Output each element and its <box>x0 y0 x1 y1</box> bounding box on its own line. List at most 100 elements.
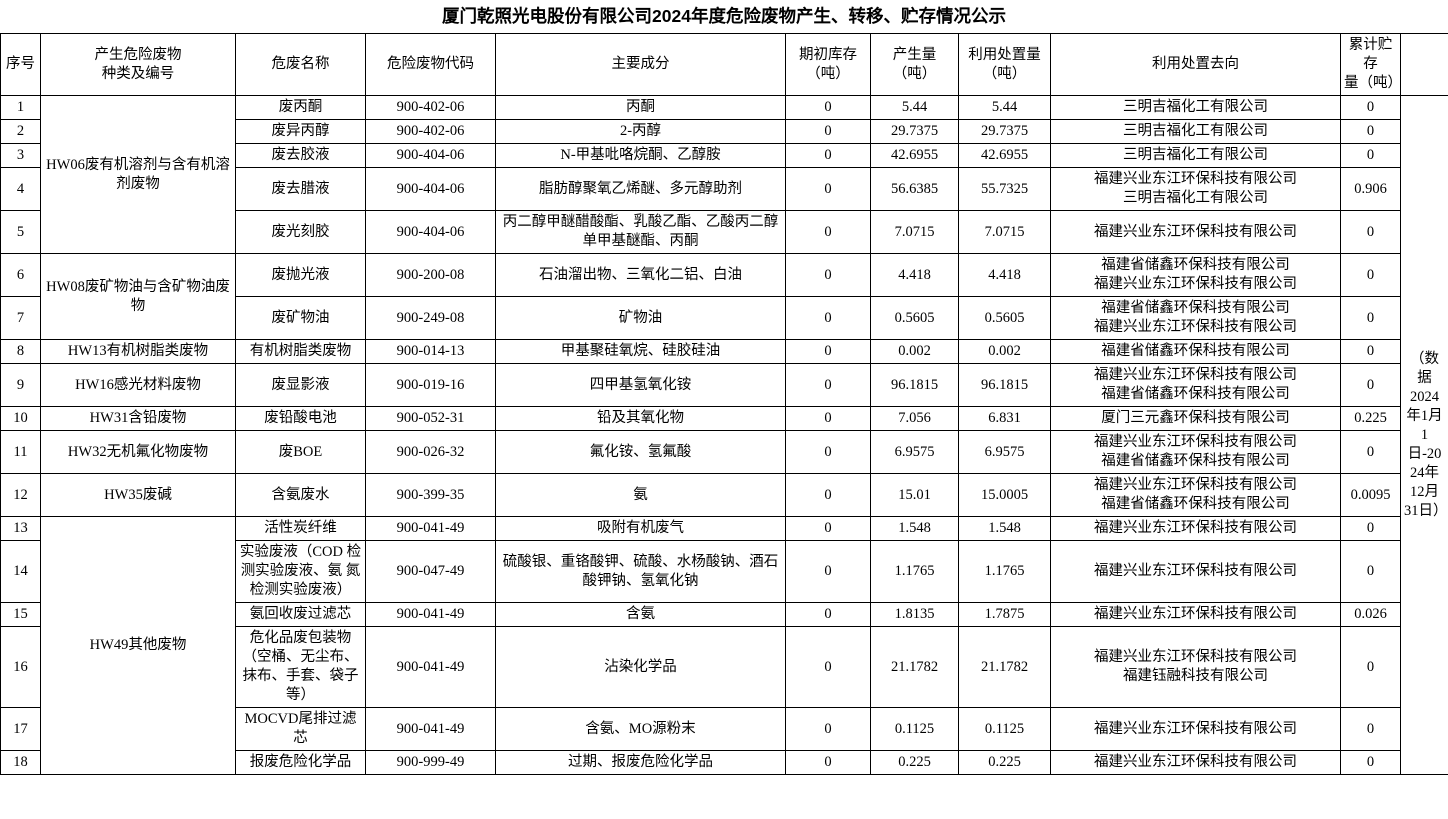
cell-main-component: 氟化铵、氢氟酸 <box>495 430 786 474</box>
cell-main-component: 氨 <box>495 473 786 517</box>
cell-waste-name: 氨回收废过滤芯 <box>235 602 366 627</box>
cell-utilized-disposed: 6.9575 <box>958 430 1051 474</box>
cell-index: 16 <box>0 626 41 708</box>
cell-utilized-disposed: 42.6955 <box>958 143 1051 168</box>
cell-main-component: 铅及其氧化物 <box>495 406 786 431</box>
cell-opening-stock: 0 <box>785 143 871 168</box>
cell-index: 18 <box>0 750 41 775</box>
cell-utilized-disposed: 6.831 <box>958 406 1051 431</box>
table-row: 7 废矿物油 900-249-08 矿物油 0 0.5605 0.5605 福建省储鑫环保科技… <box>0 296 1448 340</box>
column-header-index: 序号 <box>0 33 41 96</box>
cell-generated: 7.0715 <box>870 210 959 254</box>
cell-cumulative-storage: 0 <box>1340 210 1401 254</box>
cell-opening-stock: 0 <box>785 540 871 603</box>
cell-cumulative-storage: 0 <box>1340 253 1401 297</box>
table-row: 10 HW31含铅废物 废铅酸电池 900-052-31 铅及其氧化物 0 7.056 6.8… <box>0 406 1448 431</box>
cell-cumulative-storage: 0 <box>1340 750 1401 775</box>
cell-opening-stock: 0 <box>785 602 871 627</box>
cell-utilized-disposed: 1.548 <box>958 516 1051 541</box>
cell-opening-stock: 0 <box>785 253 871 297</box>
cell-waste-code: 900-041-49 <box>365 602 496 627</box>
table-body: 1 HW06废有机溶剂与含有机溶剂废物 废丙酮 900-402-06 丙酮 0 5.44 5.… <box>0 95 1448 775</box>
cell-waste-code: 900-200-08 <box>365 253 496 297</box>
table-row: 14 实验废液（COD 检测实验废液、氨 氮检测实验废液） 900-047-49 硫酸… <box>0 540 1448 603</box>
cell-opening-stock: 0 <box>785 707 871 751</box>
table-row: 1 HW06废有机溶剂与含有机溶剂废物 废丙酮 900-402-06 丙酮 0 5.44 5.… <box>0 95 1448 775</box>
cell-opening-stock: 0 <box>785 473 871 517</box>
cell-waste-name: 废光刻胶 <box>235 210 366 254</box>
cell-waste-code: 900-041-49 <box>365 707 496 751</box>
cell-waste-name: 活性炭纤维 <box>235 516 366 541</box>
cell-destination: 福建省储鑫环保科技有限公司 福建兴业东江环保科技有限公司 <box>1050 296 1341 340</box>
cell-main-component: 含氨 <box>495 602 786 627</box>
table-row: 16 危化品废包装物（空桶、无尘布、抹布、手套、袋子等） 900-041-49 沾染化… <box>0 626 1448 708</box>
cell-waste-name: 废矿物油 <box>235 296 366 340</box>
cell-category: HW08废矿物油与含矿物油废物 <box>40 253 236 340</box>
table-row: 15 氨回收废过滤芯 900-041-49 含氨 0 1.8135 1.7875 福建兴业东江… <box>0 602 1448 627</box>
cell-cumulative-storage: 0 <box>1340 143 1401 168</box>
cell-opening-stock: 0 <box>785 516 871 541</box>
cell-generated: 56.6385 <box>870 167 959 211</box>
cell-generated: 0.5605 <box>870 296 959 340</box>
cell-opening-stock: 0 <box>785 750 871 775</box>
cell-index: 14 <box>0 540 41 603</box>
cell-generated: 1.1765 <box>870 540 959 603</box>
cell-opening-stock: 0 <box>785 406 871 431</box>
cell-destination: 福建兴业东江环保科技有限公司 <box>1050 516 1341 541</box>
cell-category: HW32无机氟化物废物 <box>40 430 236 474</box>
column-header-destination: 利用处置去向 <box>1050 33 1341 96</box>
cell-cumulative-storage: 0 <box>1340 707 1401 751</box>
cell-utilized-disposed: 21.1782 <box>958 626 1051 708</box>
cell-waste-code: 900-404-06 <box>365 167 496 211</box>
cell-destination: 福建兴业东江环保科技有限公司 <box>1050 707 1341 751</box>
cell-main-component: 过期、报废危险化学品 <box>495 750 786 775</box>
cell-waste-name: 危化品废包装物（空桶、无尘布、抹布、手套、袋子等） <box>235 626 366 708</box>
cell-utilized-disposed: 0.5605 <box>958 296 1051 340</box>
cell-index: 6 <box>0 253 41 297</box>
cell-main-component: 甲基聚硅氧烷、硅胶硅油 <box>495 339 786 364</box>
column-header-utilized-disposed: 利用处置量 （吨） <box>958 33 1051 96</box>
cell-cumulative-storage: 0 <box>1340 430 1401 474</box>
cell-waste-code: 900-249-08 <box>365 296 496 340</box>
cell-main-component: 矿物油 <box>495 296 786 340</box>
cell-destination: 福建兴业东江环保科技有限公司 <box>1050 210 1341 254</box>
cell-destination: 三明吉福化工有限公司 <box>1050 119 1341 144</box>
table-row: 8 HW13有机树脂类废物 有机树脂类废物 900-014-13 甲基聚硅氧烷、硅胶硅油… <box>0 339 1448 364</box>
cell-destination: 福建兴业东江环保科技有限公司 <box>1050 602 1341 627</box>
cell-index: 10 <box>0 406 41 431</box>
column-header-cumulative-storage: 累计贮存 量（吨） <box>1340 33 1401 96</box>
cell-cumulative-storage: 0 <box>1340 516 1401 541</box>
cell-main-component: N-甲基吡咯烷酮、乙醇胺 <box>495 143 786 168</box>
cell-generated: 15.01 <box>870 473 959 517</box>
column-header-main-component: 主要成分 <box>495 33 786 96</box>
cell-waste-code: 900-014-13 <box>365 339 496 364</box>
cell-main-component: 石油溜出物、三氧化二铝、白油 <box>495 253 786 297</box>
cell-waste-name: 实验废液（COD 检测实验废液、氨 氮检测实验废液） <box>235 540 366 603</box>
cell-waste-code: 900-047-49 <box>365 540 496 603</box>
page-title: 厦门乾照光电股份有限公司2024年度危险废物产生、转移、贮存情况公示 <box>442 6 1006 26</box>
cell-utilized-disposed: 96.1815 <box>958 363 1051 407</box>
cell-opening-stock: 0 <box>785 95 871 120</box>
cell-waste-code: 900-026-32 <box>365 430 496 474</box>
cell-destination: 三明吉福化工有限公司 <box>1050 143 1341 168</box>
table-row: 3 废去胶液 900-404-06 N-甲基吡咯烷酮、乙醇胺 0 42.6955 42.69… <box>0 143 1448 168</box>
cell-waste-code: 900-019-16 <box>365 363 496 407</box>
cell-index: 5 <box>0 210 41 254</box>
cell-cumulative-storage: 0.225 <box>1340 406 1401 431</box>
cell-utilized-disposed: 7.0715 <box>958 210 1051 254</box>
hazardous-waste-table: 序号 产生危险废物 种类及编号 危废名称 危险废物代码 主要成分 期初库存 （吨… <box>0 33 1448 775</box>
cell-category: HW31含铅废物 <box>40 406 236 431</box>
cell-main-component: 2-丙醇 <box>495 119 786 144</box>
cell-opening-stock: 0 <box>785 626 871 708</box>
column-header-category: 产生危险废物 种类及编号 <box>40 33 236 96</box>
cell-waste-code: 900-041-49 <box>365 516 496 541</box>
cell-utilized-disposed: 29.7375 <box>958 119 1051 144</box>
cell-index: 4 <box>0 167 41 211</box>
cell-main-component: 丙酮 <box>495 95 786 120</box>
cell-index: 17 <box>0 707 41 751</box>
cell-generated: 29.7375 <box>870 119 959 144</box>
cell-destination: 福建兴业东江环保科技有限公司 三明吉福化工有限公司 <box>1050 167 1341 211</box>
cell-waste-name: 废异丙醇 <box>235 119 366 144</box>
cell-waste-code: 900-041-49 <box>365 626 496 708</box>
column-header-waste-name: 危废名称 <box>235 33 366 96</box>
